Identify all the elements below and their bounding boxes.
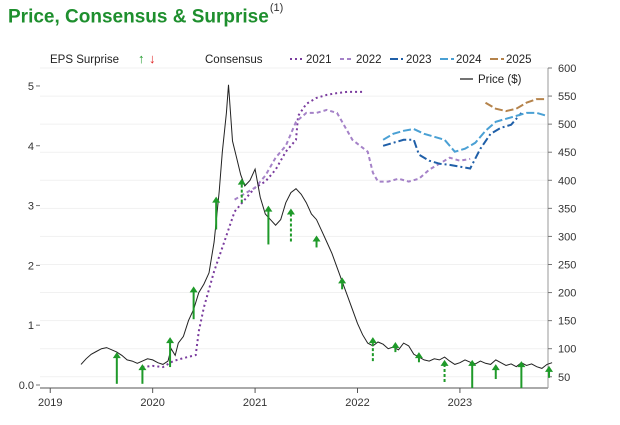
left-tick-label: 0.0 [19,380,34,392]
right-tick-label: 200 [558,288,576,300]
right-tick-label: 300 [558,231,576,243]
left-axis-ticks: 0.0 1 2 3 4 5 [19,81,40,392]
left-tick-label: 1 [28,320,34,332]
eps-surprise-arrow [338,277,347,290]
x-tick-label: 2019 [38,397,62,409]
legend-label-2023: 2023 [406,54,432,66]
legend-consensus-series: 2021 2022 2023 2024 2025 [290,54,532,66]
right-axis-ticks: 50 100 150 200 250 300 350 400 450 500 550 600 [548,63,576,384]
eps-surprise-arrow [491,364,500,380]
eps-surprise-arrow [264,205,273,245]
arrow-head [286,208,295,215]
title-footnote: (1) [269,2,284,14]
arrow-head [517,361,526,368]
eps-surprise-arrow [138,364,147,384]
left-tick-label: 5 [28,81,34,93]
consensus-line-2022 [234,108,471,201]
eps-surprise-arrow [189,286,198,320]
eps-surprise-arrow [414,352,423,363]
right-tick-label: 150 [558,316,576,328]
x-tick-label: 2020 [140,397,164,409]
arrow-head [491,364,500,371]
legend-up-arrow-icon: ↑ [138,51,145,66]
eps-surprise-arrow [237,178,246,203]
arrow-head [468,359,477,366]
right-tick-label: 350 [558,203,576,215]
legend-label-2022: 2022 [356,54,382,66]
eps-surprise-arrow [166,337,175,368]
eps-surprise-arrow [517,361,526,388]
arrow-head [312,235,321,242]
right-tick-label: 500 [558,119,576,131]
right-tick-label: 400 [558,175,576,187]
right-tick-label: 600 [558,63,576,75]
arrow-head [414,352,423,359]
legend-label-2021: 2021 [306,54,332,66]
arrow-head [440,359,449,366]
legend-consensus-label: Consensus [205,54,263,66]
right-tick-label: 450 [558,147,576,159]
consensus-lines [142,90,548,369]
gridlines [40,67,548,378]
legend-eps-label: EPS Surprise [50,54,119,66]
arrow-head [391,341,400,348]
legend-label-2024: 2024 [456,54,482,66]
eps-surprise-arrow [368,337,377,362]
arrow-head [338,277,347,284]
eps-surprise-arrow [286,208,295,242]
x-tick-label: 2022 [345,397,369,409]
eps-surprise-arrow [545,365,554,378]
right-tick-label: 100 [558,344,576,356]
right-tick-label: 550 [558,91,576,103]
chart-title: Price, Consensus & Surprise(1) [8,2,283,28]
left-tick-label: 2 [28,260,34,272]
consensus-line-2025 [484,98,547,113]
consensus-line-2024 [382,111,548,153]
legend-label-2025: 2025 [506,54,532,66]
legend-price-label: Price ($) [478,74,522,86]
arrow-head [212,196,221,203]
legend: EPS Surprise ↑ ↓ Consensus 2021 2022 2023 2… [50,51,532,86]
x-tick-label: 2023 [448,397,472,409]
price-line [80,84,553,369]
x-tick-label: 2021 [243,397,267,409]
eps-surprise-arrow [312,235,321,248]
x-axis-ticks: 2019 2020 2021 2022 2023 [38,388,472,409]
eps-surprise-arrows [112,178,554,388]
consensus-line-2023 [382,112,523,170]
arrow-head [237,178,246,185]
eps-surprise-arrow [112,352,121,384]
right-tick-label: 50 [558,372,570,384]
arrow-head [138,364,147,371]
eps-surprise-arrow [391,341,400,353]
left-tick-label: 4 [28,141,34,153]
arrow-head [166,337,175,344]
legend-down-arrow-icon: ↓ [149,51,156,66]
arrow-head [368,337,377,344]
eps-surprise-arrow [468,359,477,388]
arrow-head [264,205,273,212]
eps-surprise-arrow [440,359,449,383]
arrow-head [112,352,121,359]
arrow-head [545,365,554,372]
title-text: Price, Consensus & Surprise [8,6,269,28]
eps-surprise-arrow [212,196,221,230]
arrow-head [189,286,198,293]
consensus-line-2021 [142,90,363,369]
right-tick-label: 250 [558,259,576,271]
price-line-group [80,84,553,369]
left-tick-label: 3 [28,201,34,213]
